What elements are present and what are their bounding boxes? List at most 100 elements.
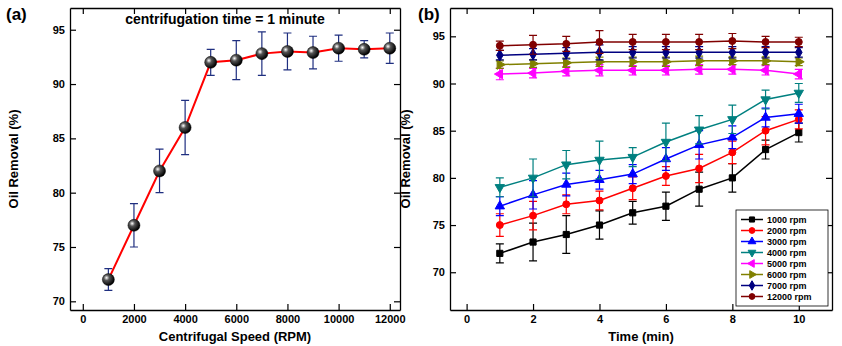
y-right-tick-mark	[394, 30, 400, 31]
y-tick-label: 75	[53, 241, 65, 253]
error-bar	[529, 159, 537, 197]
y-axis-title: Oil Removal (%)	[6, 110, 21, 209]
marker	[729, 149, 736, 156]
series-line	[500, 61, 799, 65]
legend-swatch-marker	[749, 228, 755, 234]
marker	[796, 57, 804, 66]
y-tick-mark	[70, 247, 76, 248]
series	[495, 104, 803, 215]
x-axis: 0246810	[451, 304, 833, 325]
x-axis-title: Time (min)	[608, 329, 674, 344]
marker	[696, 38, 703, 45]
x-tick-mark	[732, 304, 733, 310]
y-tick-label: 80	[53, 187, 65, 199]
error-bar	[496, 197, 504, 216]
y-right-tick	[394, 301, 400, 302]
y-tick-label: 95	[53, 24, 65, 36]
y-tick: 75	[433, 219, 456, 231]
x-top-axis	[451, 8, 833, 14]
error-bar	[662, 123, 670, 161]
error-bar	[595, 141, 603, 179]
x-tick-mark	[533, 304, 534, 310]
marker	[795, 38, 802, 45]
y-tick-mark	[70, 84, 76, 85]
error-bar	[562, 36, 570, 51]
marker	[563, 201, 570, 208]
panel: 0246810707580859095(b)Time (min)Oil Remo…	[398, 5, 833, 344]
x-top-tick-mark	[390, 8, 391, 14]
x-tick: 0	[80, 304, 86, 325]
x-top-tick-mark	[599, 8, 600, 14]
x-tick-mark	[287, 304, 288, 310]
error-bar	[496, 178, 504, 197]
x-axis: 0 2000 4000 6000 8000 10000 12000	[71, 304, 406, 325]
y-right-tick-mark	[826, 83, 832, 84]
marker	[595, 157, 604, 165]
series-line	[500, 69, 799, 74]
x-top-axis-line	[451, 8, 833, 9]
x-tick: 8000	[276, 304, 300, 325]
y-tick: 70	[433, 266, 456, 278]
x-top-tick-mark	[666, 8, 667, 14]
error-bar	[595, 31, 603, 54]
error-bar	[595, 191, 603, 210]
y-axis-title: Oil Removal (%)	[398, 110, 413, 209]
error-bar	[629, 148, 637, 167]
marker	[694, 127, 703, 135]
marker	[307, 47, 319, 59]
figure: 020004000600080001000012000707580859095(…	[0, 0, 842, 346]
marker	[205, 56, 217, 68]
marker	[662, 173, 669, 180]
marker	[794, 90, 803, 98]
legend-label: 5000 rpm	[767, 259, 807, 269]
marker	[630, 210, 636, 216]
y-tick-mark	[70, 138, 76, 139]
y-tick-label: 70	[53, 295, 65, 307]
x-top-tick	[467, 8, 468, 14]
x-top-tick	[799, 8, 800, 14]
series	[496, 56, 804, 69]
y-right-tick-mark	[394, 247, 400, 248]
error-bar	[562, 151, 570, 179]
marker	[762, 146, 768, 152]
marker	[128, 219, 140, 231]
x-tick: 4000	[173, 304, 197, 325]
y-tick-mark	[450, 36, 456, 37]
y-right-tick	[394, 247, 400, 248]
y-tick-mark	[70, 30, 76, 31]
legend: 1000 rpm2000 rpm3000 rpm4000 rpm5000 rpm…	[736, 210, 828, 306]
marker	[729, 175, 735, 181]
x-top-tick	[390, 8, 391, 14]
marker	[281, 45, 293, 57]
error-bar	[562, 195, 570, 214]
x-tick: 8	[730, 304, 736, 325]
y-right-tick	[826, 36, 832, 37]
x-tick: 2000	[122, 304, 146, 325]
marker	[530, 239, 536, 245]
x-tick-label: 0	[464, 313, 470, 325]
legend-swatch-marker	[748, 250, 756, 257]
x-tick-label: 6000	[225, 313, 249, 325]
legend-swatch-marker	[748, 260, 755, 268]
marker	[796, 129, 802, 135]
panel-title: (a)	[6, 5, 27, 24]
x-tick-label: 10000	[324, 313, 355, 325]
error-bar	[496, 41, 504, 50]
y-tick-label: 80	[433, 172, 445, 184]
y-tick: 70	[53, 295, 76, 307]
y-tick-label: 70	[433, 266, 445, 278]
y-tick-mark	[450, 131, 456, 132]
marker	[495, 185, 504, 193]
marker	[760, 66, 768, 75]
error-bar	[762, 47, 770, 58]
legend-swatch-marker	[748, 237, 756, 244]
marker	[696, 165, 703, 172]
x-tick-label: 12000	[375, 313, 406, 325]
x-tick-mark	[83, 304, 84, 310]
marker	[333, 42, 345, 54]
y-right-tick-mark	[826, 131, 832, 132]
error-bar	[629, 34, 637, 49]
y-tick-label: 75	[433, 219, 445, 231]
x-top-tick	[732, 8, 733, 14]
legend-label: 4000 rpm	[767, 248, 807, 258]
